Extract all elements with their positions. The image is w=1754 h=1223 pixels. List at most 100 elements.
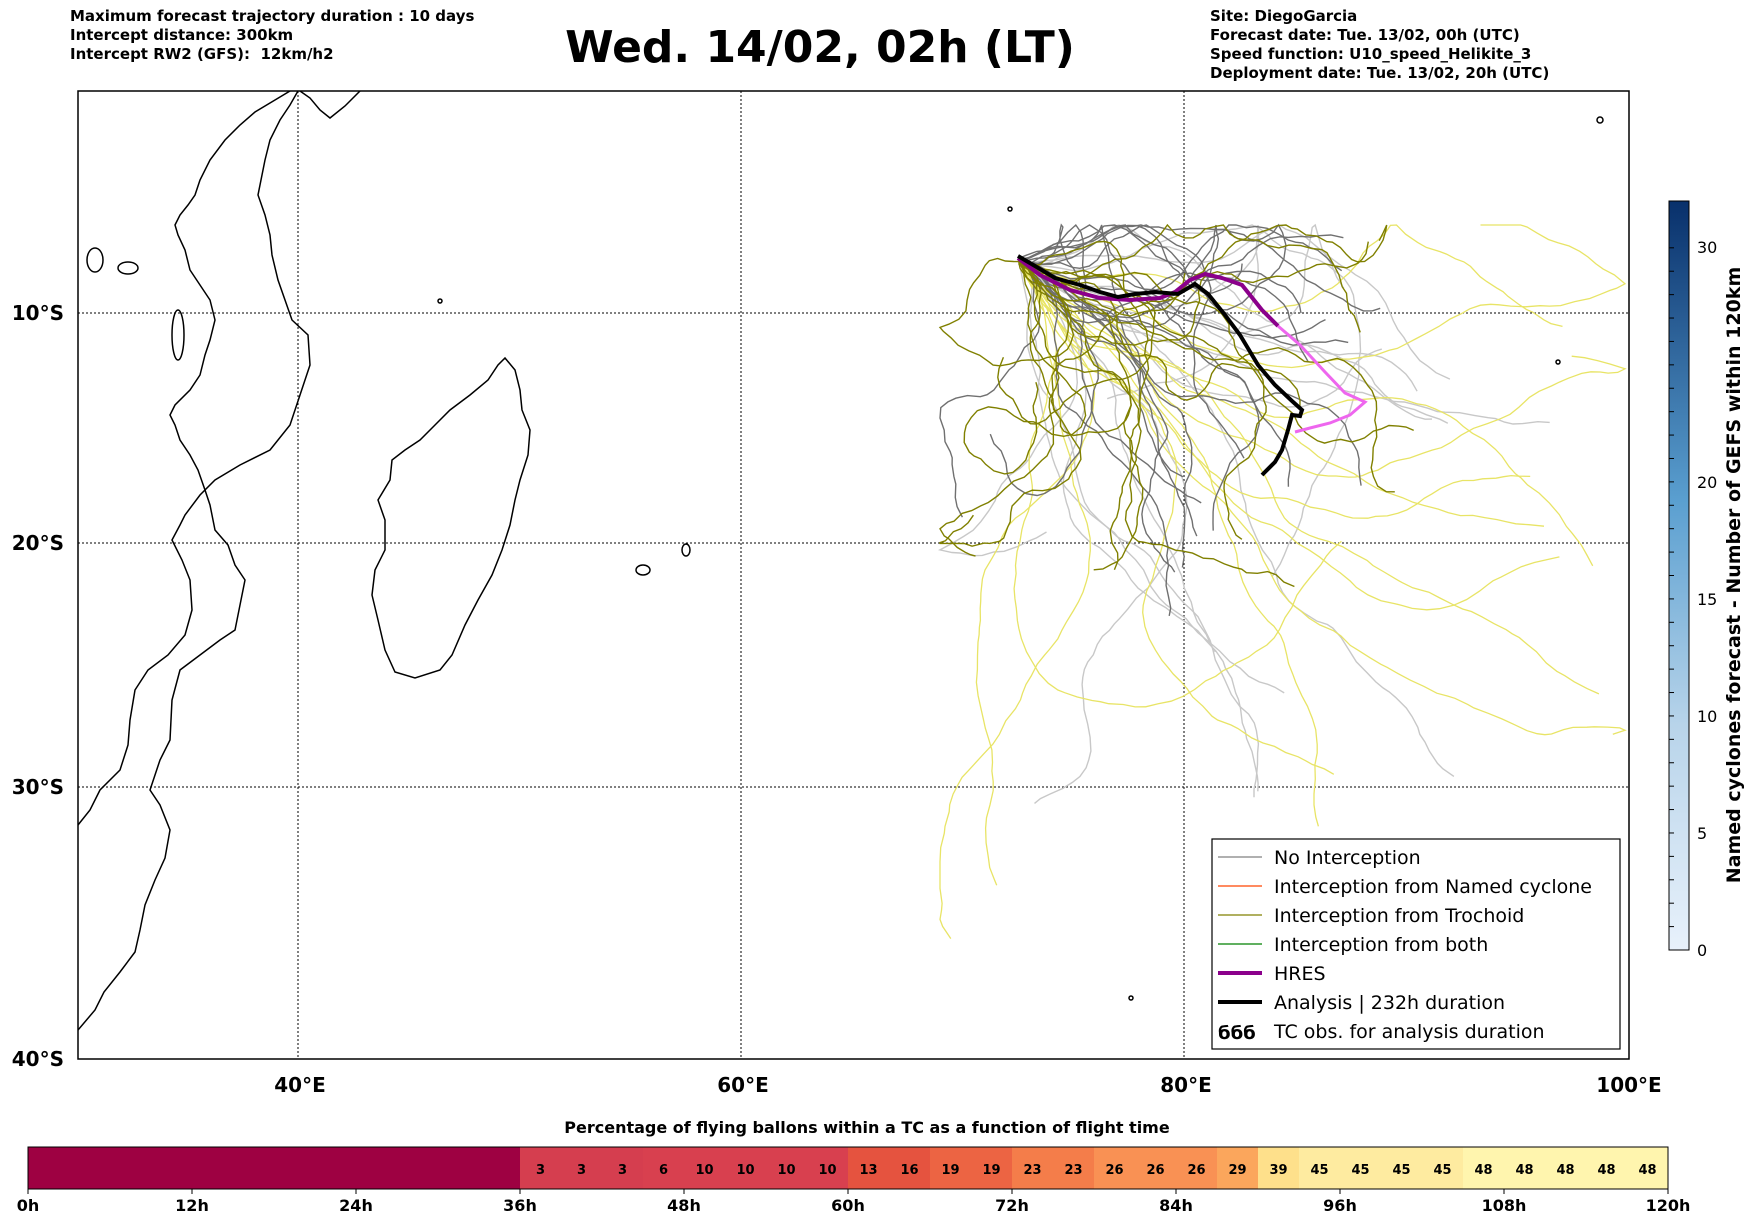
percentage-cell (520, 1147, 562, 1189)
trajectory-line (1022, 223, 1361, 333)
percentage-cell (684, 1147, 726, 1189)
trajectory-line (1020, 259, 1184, 478)
trajectory-line (939, 262, 1070, 557)
trajectory-line (1018, 223, 1344, 319)
time-label: 108h (1482, 1196, 1527, 1215)
percentage-cell (1545, 1147, 1587, 1189)
percentage-cell (1504, 1147, 1546, 1189)
trajectory-line (1019, 260, 1172, 617)
islands (86, 116, 1604, 1001)
trajectory-line (1019, 257, 1260, 531)
header-right-line-4: Deployment date: Tue. 13/02, 20h (UTC) (1210, 64, 1550, 82)
percentage-bar-title: Percentage of flying ballons within a TC… (564, 1118, 1170, 1137)
trajectory-line (1020, 224, 1245, 459)
percentage-cell (1627, 1147, 1669, 1189)
lat-tick-20s: 20°S (12, 531, 64, 555)
percentage-cell-value: 48 (1515, 1163, 1533, 1178)
legend-label-2: Interception from Trochoid (1274, 905, 1524, 927)
legend: No Interception Interception from Named c… (1211, 838, 1621, 1050)
header-left-line-1: Maximum forecast trajectory duration : 1… (70, 7, 475, 25)
percentage-cell-value: 23 (1064, 1163, 1082, 1178)
trajectory-line (1021, 223, 1287, 316)
percentage-cell (643, 1147, 685, 1189)
tc-symbol: ббб (1218, 1023, 1256, 1044)
percentage-cell (930, 1147, 972, 1189)
trajectory-line (1018, 258, 1627, 478)
legend-label-1: Interception from Named cyclone (1274, 876, 1592, 898)
percentage-cell (807, 1147, 849, 1189)
cb-tick-label-15: 15 (1697, 590, 1717, 609)
cb-tick-label-5: 5 (1697, 824, 1707, 843)
trajectory-line (1018, 224, 1381, 312)
trajectory-line (1019, 257, 1550, 425)
legend-tc-label: TC obs. for analysis duration (1273, 1021, 1545, 1043)
cyclone-colorbar-label: Named cyclones forecast - Number of GEFS… (1723, 267, 1745, 884)
africa-coastline-south (78, 91, 311, 826)
percentage-cell (725, 1147, 767, 1189)
percentage-cell (1053, 1147, 1095, 1189)
percentage-cell-value: 26 (1187, 1163, 1205, 1178)
time-label: 48h (667, 1196, 701, 1215)
time-label: 0h (17, 1196, 40, 1215)
percentage-cell-value: 3 (618, 1163, 627, 1178)
header-left-line-2: Intercept distance: 300km (70, 26, 294, 44)
percentage-cell (1381, 1147, 1423, 1189)
time-label: 72h (995, 1196, 1029, 1215)
cb-tick-label-10: 10 (1697, 707, 1717, 726)
percentage-cell (848, 1147, 890, 1189)
trajectory-line (1020, 260, 1267, 540)
trajectory-line (1021, 224, 1388, 317)
percentage-cell-value: 26 (1146, 1163, 1164, 1178)
header-left-line-3: Intercept RW2 (GFS): 12km/h2 (70, 45, 334, 63)
percentage-cell (1586, 1147, 1628, 1189)
time-label: 60h (831, 1196, 865, 1215)
trajectory-line (1023, 258, 1560, 611)
percentage-cell (1299, 1147, 1341, 1189)
percentage-cell-value: 19 (941, 1163, 959, 1178)
trajectory-line (1019, 262, 1186, 437)
time-label: 36h (503, 1196, 537, 1215)
time-label: 12h (175, 1196, 209, 1215)
percentage-cell-value: 29 (1228, 1163, 1246, 1178)
percentage-cell-value: 6 (659, 1163, 668, 1178)
trajectory-line (989, 261, 1099, 497)
lon-tick-60e: 60°E (717, 1073, 769, 1097)
trajectory-line (1019, 224, 1243, 294)
trajectory-line (963, 260, 1087, 475)
cyclone-colorbar: 0 5 10 15 20 30 Named cyclones forecast … (1668, 200, 1745, 960)
percentage-cell-value: 10 (736, 1163, 754, 1178)
trajectory-line (1019, 224, 1362, 578)
percentage-cell (1012, 1147, 1054, 1189)
percentage-cell (1340, 1147, 1382, 1189)
percentage-cell-value: 45 (1351, 1163, 1369, 1178)
legend-label-4: HRES (1274, 963, 1326, 985)
percentage-cell-value: 45 (1310, 1163, 1328, 1178)
lat-tick-40s: 40°S (12, 1047, 64, 1071)
percentage-cell-value: 23 (1023, 1163, 1041, 1178)
legend-label-0: No Interception (1274, 847, 1421, 869)
lat-tick-30s: 30°S (12, 775, 64, 799)
madagascar-coastline (371, 356, 531, 679)
percentage-cell-value: 3 (577, 1163, 586, 1178)
percentage-cell-value: 10 (695, 1163, 713, 1178)
percentage-cell (889, 1147, 931, 1189)
percentage-cell (1258, 1147, 1300, 1189)
percentage-cell-value: 16 (900, 1163, 918, 1178)
percentage-cell-value: 26 (1105, 1163, 1123, 1178)
trajectory-line (1020, 261, 1335, 775)
trajectory-line (939, 262, 1082, 547)
lat-tick-labels: 10°S 20°S 30°S 40°S (12, 301, 64, 1071)
cb-tick-label-20: 20 (1697, 473, 1717, 492)
percentage-cell (971, 1147, 1013, 1189)
percentage-cell (1463, 1147, 1505, 1189)
percentage-cell-value: 48 (1556, 1163, 1574, 1178)
percentage-cell (1217, 1147, 1259, 1189)
percentage-cell-value: 10 (818, 1163, 836, 1178)
lon-tick-labels: 40°E 60°E 80°E 100°E (274, 1073, 1661, 1097)
percentage-cell-value: 39 (1269, 1163, 1287, 1178)
percentage-bar: Percentage of flying ballons within a TC… (17, 1118, 1691, 1215)
trajectory-line (1022, 241, 1369, 346)
trajectory-line (1021, 261, 1295, 588)
header-right-line-1: Site: DiegoGarcia (1210, 7, 1358, 25)
